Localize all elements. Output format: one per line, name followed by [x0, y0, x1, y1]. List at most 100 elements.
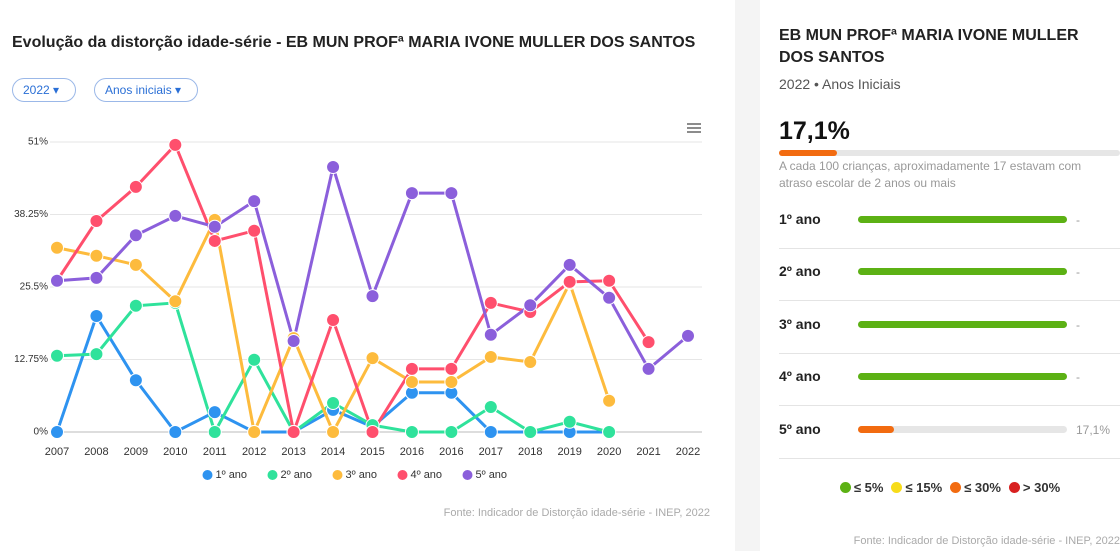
row-track — [858, 425, 1067, 433]
data-point — [168, 294, 183, 309]
panel-description: A cada 100 crianças, aproximadamente 17 … — [779, 159, 1082, 190]
data-point — [89, 347, 104, 362]
legend-item: > 30% — [1008, 480, 1060, 495]
data-point — [444, 374, 459, 389]
data-point — [247, 425, 262, 439]
data-point — [681, 328, 695, 343]
level-row: 4º ano - — [779, 353, 1120, 407]
legend-dot — [839, 482, 851, 493]
x-tick-label: 2016 — [400, 446, 424, 458]
data-point — [207, 233, 222, 248]
legend-dot — [950, 482, 962, 493]
row-label: 5º ano — [779, 420, 821, 437]
level-row: 1º ano - — [779, 196, 1120, 249]
chart-title: Evolução da distorção idade-série - EB M… — [12, 34, 696, 51]
row-value: - — [1076, 317, 1080, 332]
x-tick-label: 2013 — [281, 446, 305, 458]
legend-item: ≤ 30% — [950, 480, 1001, 495]
row-bar — [858, 268, 1067, 276]
panel-title: EB MUN PROFª MARIA IVONE MULLER DOS SANT… — [779, 27, 1079, 66]
data-point — [404, 374, 419, 389]
data-point — [207, 219, 222, 234]
row-track — [858, 268, 1067, 276]
year-select[interactable]: 2022 ▾ — [12, 78, 76, 102]
chart-panel: Evolução da distorção idade-série - EB M… — [12, 34, 710, 519]
data-point — [247, 352, 262, 367]
row-value: - — [1076, 370, 1080, 385]
data-point — [404, 361, 419, 376]
level-row: 2º ano - — [779, 248, 1120, 302]
panel-source: Fonte: Indicador de Distorção idade-séri… — [853, 535, 1120, 547]
y-tick-label: 12.75% — [14, 354, 48, 365]
y-tick-label: 0% — [34, 427, 49, 438]
data-point — [641, 361, 656, 376]
row-value: - — [1076, 265, 1080, 280]
data-point — [50, 240, 64, 255]
x-tick-label: 2008 — [84, 446, 108, 458]
x-tick-label: 2017 — [479, 446, 503, 458]
data-point — [483, 349, 498, 364]
data-point — [286, 425, 301, 439]
level-row: 5º ano 17,1% — [779, 406, 1120, 459]
menu-icon[interactable] — [687, 123, 701, 133]
data-point — [207, 425, 222, 439]
x-tick-label: 2022 — [676, 446, 700, 458]
data-point — [562, 414, 577, 429]
data-point — [50, 425, 64, 439]
data-point — [128, 298, 143, 313]
row-label: 2º ano — [779, 263, 821, 280]
level-select[interactable]: Anos iniciais ▾ — [94, 78, 198, 102]
data-point — [50, 348, 64, 363]
data-point — [50, 273, 64, 288]
data-point — [247, 223, 262, 238]
legend-label: ≤ 5% — [853, 480, 884, 495]
data-point — [128, 257, 143, 272]
divider — [735, 0, 760, 551]
row-track — [858, 320, 1067, 328]
x-tick-label: 2009 — [124, 446, 148, 458]
x-tick-label: 2018 — [518, 446, 542, 458]
percent-bar — [779, 150, 838, 156]
data-point — [326, 312, 341, 327]
data-point — [128, 373, 143, 388]
legend-label: 2º ano — [281, 469, 313, 481]
data-point — [562, 257, 577, 272]
x-tick-label: 2012 — [242, 446, 266, 458]
legend-dot — [1008, 482, 1020, 493]
data-point — [444, 361, 459, 376]
data-point — [404, 186, 419, 201]
chart-source: Fonte: Indicador de Distorção idade-séri… — [443, 507, 710, 519]
x-tick-label: 2014 — [321, 446, 345, 458]
data-point — [89, 214, 104, 229]
data-point — [562, 274, 577, 289]
legend-item: ≤ 15% — [891, 480, 942, 495]
y-tick-label: 38.25% — [14, 209, 48, 220]
x-tick-label: 2020 — [597, 446, 621, 458]
x-tick-label: 2010 — [163, 446, 187, 458]
legend-label: 5º ano — [476, 469, 508, 481]
x-tick-label: 2007 — [45, 446, 69, 458]
data-point — [128, 179, 143, 194]
panel-legend: ≤ 5% ≤ 15% ≤ 30% > 30% — [760, 480, 1120, 495]
data-point — [247, 194, 262, 209]
series-line — [55, 142, 650, 438]
data-point — [89, 309, 104, 323]
year-value: 2022 — [23, 83, 50, 97]
level-value: Anos iniciais — [105, 83, 172, 97]
percent-track — [779, 150, 1120, 156]
x-tick-label: 2016 — [439, 446, 463, 458]
row-bar — [858, 320, 1067, 328]
legend-label: 1º ano — [216, 469, 248, 481]
legend-label: ≤ 15% — [905, 480, 943, 495]
x-tick-label: 2021 — [636, 446, 660, 458]
data-point — [326, 396, 341, 410]
row-bar — [858, 425, 894, 433]
data-point — [641, 335, 656, 350]
legend-dot — [891, 482, 903, 493]
row-bar — [858, 216, 1067, 223]
data-point — [483, 399, 498, 414]
data-point — [602, 290, 617, 305]
data-point — [602, 393, 617, 408]
chart: 0% 12.75% 25.5% 38.25% 51% 2007 2008 2009 2010 20… — [14, 123, 702, 481]
